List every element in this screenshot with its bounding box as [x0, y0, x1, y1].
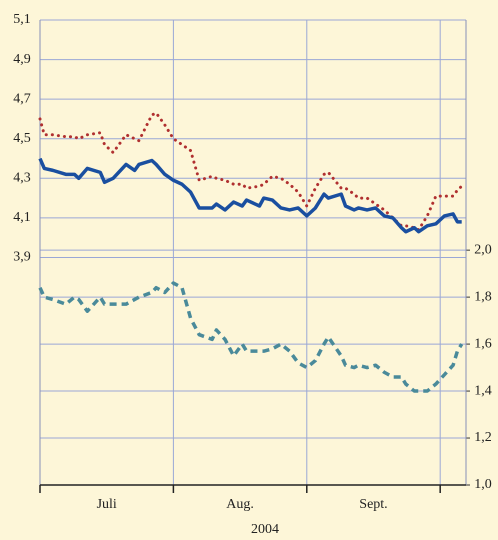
- y2-tick-label: 2,0: [474, 242, 492, 257]
- line-series: [38, 111, 464, 232]
- y2-tick-label: 1,0: [474, 477, 492, 492]
- y-tick-label: 4,3: [13, 171, 31, 186]
- line-series: [38, 157, 462, 234]
- y-tick-label: 3,9: [13, 250, 31, 265]
- y2-tick-label: 1,8: [474, 289, 492, 304]
- line-series: [38, 281, 464, 393]
- y-tick-label: 4,9: [13, 52, 31, 67]
- x-axis-label: 2004: [251, 522, 279, 537]
- y2-tick-label: 1,4: [474, 383, 492, 398]
- y-tick-label: 4,7: [13, 91, 31, 106]
- x-tick-label: Aug.: [226, 497, 254, 512]
- x-tick-label: Sept.: [359, 497, 387, 512]
- x-tick-label: Juli: [97, 497, 117, 512]
- y2-tick-label: 1,2: [474, 430, 492, 445]
- y2-tick-label: 1,6: [474, 336, 492, 351]
- y-tick-label: 4,5: [13, 131, 31, 146]
- y-tick-label: 4,1: [13, 210, 31, 225]
- y-tick-label: 5,1: [13, 12, 31, 27]
